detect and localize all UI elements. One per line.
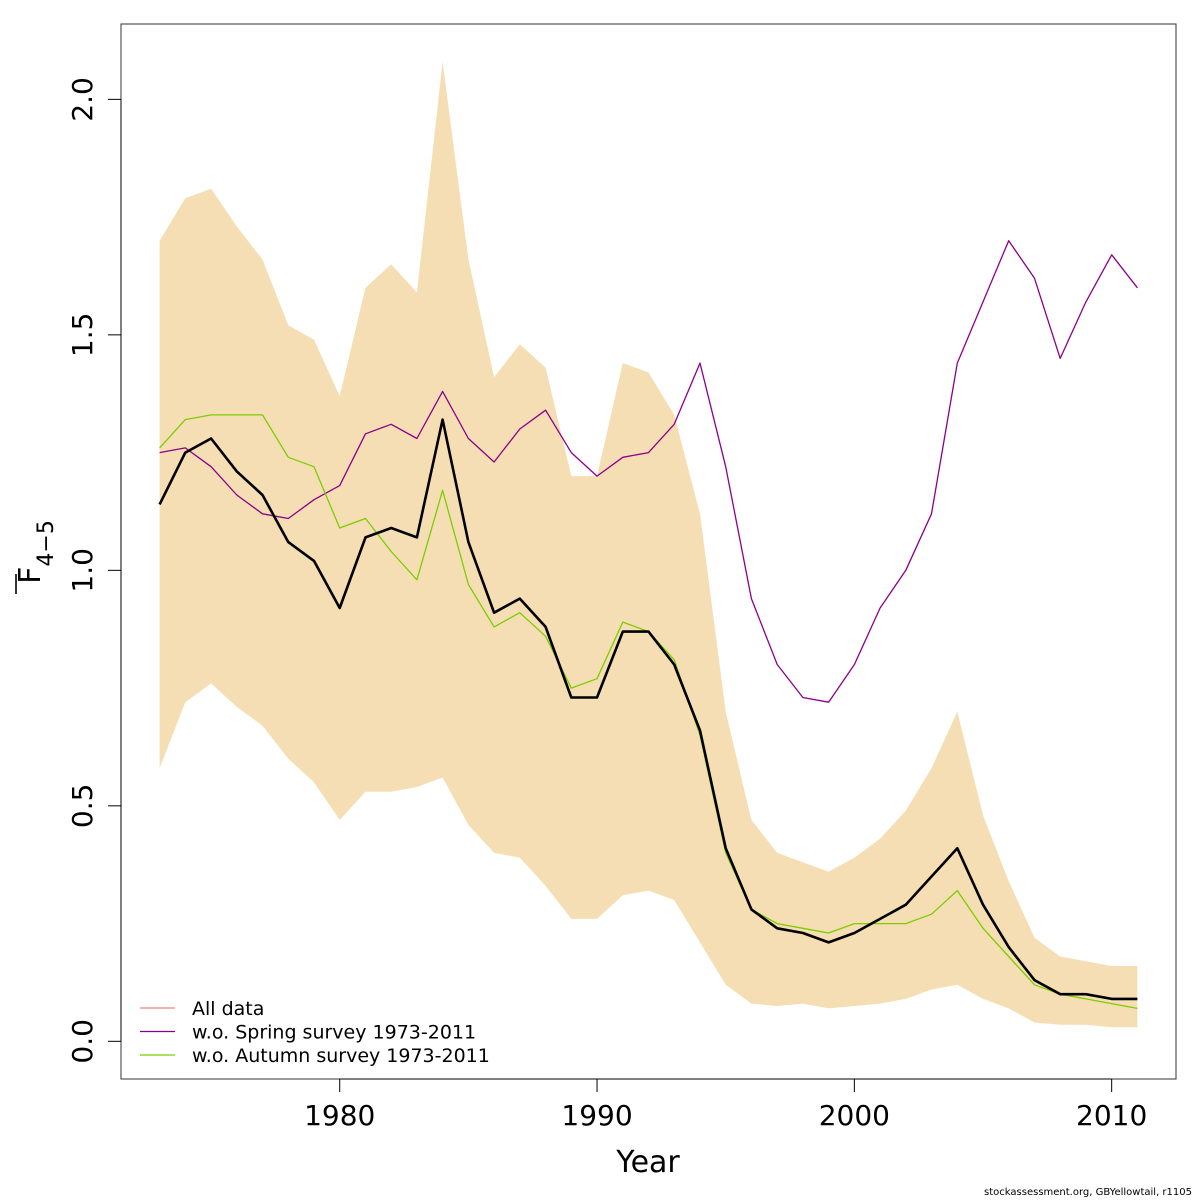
x-tick-label: 1980 (304, 1099, 375, 1132)
confidence-band-layer (159, 61, 1138, 1028)
y-tick-label: 0.0 (66, 1019, 99, 1064)
y-axis-title: F4−5 (13, 520, 59, 594)
legend-label: w.o. Spring survey 1973-2011 (192, 1022, 476, 1044)
legend-item-1: w.o. Spring survey 1973-2011 (140, 1022, 476, 1044)
series-line-1 (159, 240, 1138, 703)
series-line-0 (158, 418, 1138, 1001)
legend-label: w.o. Autumn survey 1973-2011 (192, 1045, 490, 1067)
confidence-band (159, 61, 1138, 1028)
y-axis-title-main: F (13, 567, 48, 584)
legend-item-2: w.o. Autumn survey 1973-2011 (140, 1045, 490, 1067)
x-tick-label: 2010 (1076, 1099, 1147, 1132)
x-axis: 1980 1990 2000 2010 (304, 1078, 1147, 1132)
x-tick-label: 1990 (561, 1099, 632, 1132)
y-axis-title-subscript: 4−5 (34, 520, 59, 566)
y-tick-label: 1.0 (66, 548, 99, 593)
legend-item-0: All data (140, 998, 264, 1020)
y-tick-label: 1.5 (66, 313, 99, 358)
x-tick-label: 2000 (819, 1099, 890, 1132)
x-axis-title: Year (615, 1145, 680, 1180)
y-tick-label: 0.5 (66, 784, 99, 829)
y-tick-label: 2.0 (66, 77, 99, 122)
y-axis: 0.0 0.5 1.0 1.5 2.0 (66, 77, 122, 1064)
svg-text:F4−5: F4−5 (13, 520, 59, 584)
series-layer (158, 240, 1138, 1010)
credit-text: stockassessment.org, GBYellowtail, r1105 (984, 1187, 1192, 1198)
legend-label: All data (192, 998, 264, 1020)
